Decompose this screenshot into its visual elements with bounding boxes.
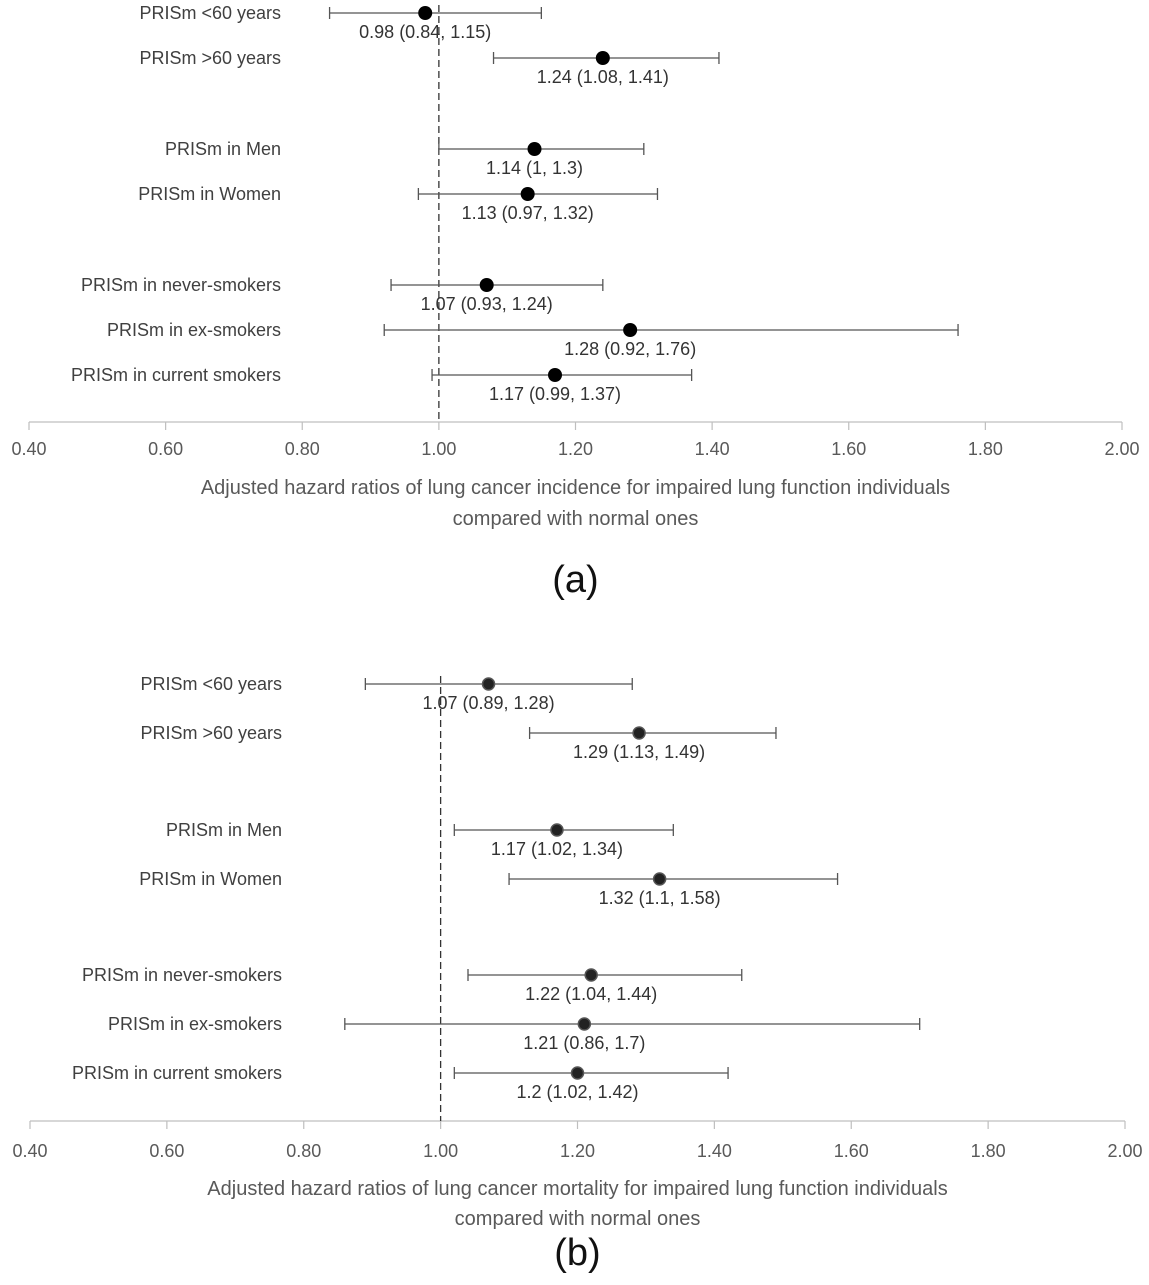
data-label: 1.32 (1.1, 1.58) [599,888,721,908]
row-label: PRISm in current smokers [71,365,281,385]
x-axis-title-line: compared with normal ones [453,508,699,530]
row-label: PRISm <60 years [139,3,281,23]
x-axis-title-line: Adjusted hazard ratios of lung cancer mo… [207,1178,947,1200]
point-estimate-marker [527,142,542,156]
data-label: 1.14 (1, 1.3) [486,158,583,178]
point-estimate-marker [548,368,563,382]
x-tick-label: 1.20 [560,1141,595,1161]
x-tick-label: 0.40 [11,439,46,459]
row-label: PRISm in Women [139,869,282,889]
row-label: PRISm >60 years [139,48,281,68]
x-tick-label: 2.00 [1107,1141,1142,1161]
x-tick-label: 0.40 [12,1141,47,1161]
row-label: PRISm in Women [138,184,281,204]
x-tick-label: 1.60 [831,439,866,459]
row-label: PRISm in never-smokers [82,965,282,985]
point-estimate-marker [652,872,667,886]
x-tick-label: 1.40 [695,439,730,459]
x-axis-title-line: compared with normal ones [455,1208,701,1230]
data-label: 1.24 (1.08, 1.41) [537,67,669,87]
data-label: 1.29 (1.13, 1.49) [573,742,705,762]
panel-label: (b) [554,1232,600,1274]
point-estimate-marker [481,677,496,691]
point-estimate-marker [623,323,638,337]
x-tick-label: 1.40 [697,1141,732,1161]
x-tick-label: 0.80 [285,439,320,459]
data-label: 1.07 (0.89, 1.28) [422,693,554,713]
data-label: 1.13 (0.97, 1.32) [462,203,594,223]
point-estimate-marker [577,1017,592,1031]
x-tick-label: 1.60 [834,1141,869,1161]
x-tick-label: 2.00 [1104,439,1139,459]
point-estimate-marker [550,823,564,837]
point-estimate-marker [632,726,646,740]
point-estimate-marker [418,6,433,20]
row-label: PRISm in current smokers [72,1063,282,1083]
data-label: 1.28 (0.92, 1.76) [564,339,696,359]
row-label: PRISm in ex-smokers [108,1014,282,1034]
x-tick-label: 0.60 [148,439,183,459]
x-tick-label: 1.00 [423,1141,458,1161]
x-tick-label: 1.80 [971,1141,1006,1161]
point-estimate-marker [479,278,494,292]
row-label: PRISm in never-smokers [81,275,281,295]
data-label: 1.22 (1.04, 1.44) [525,984,657,1004]
row-label: PRISm in Men [166,820,282,840]
data-label: 1.17 (1.02, 1.34) [491,839,623,859]
x-tick-label: 1.00 [421,439,456,459]
data-label: 1.17 (0.99, 1.37) [489,384,621,404]
point-estimate-marker [584,968,598,982]
row-label: PRISm in ex-smokers [107,320,281,340]
row-label: PRISm <60 years [140,674,282,694]
x-tick-label: 0.60 [149,1141,184,1161]
data-label: 0.98 (0.84, 1.15) [359,22,491,42]
row-label: PRISm >60 years [140,723,282,743]
point-estimate-marker [570,1066,585,1080]
data-label: 1.21 (0.86, 1.7) [523,1033,645,1053]
point-estimate-marker [595,51,610,65]
data-label: 1.2 (1.02, 1.42) [516,1082,638,1102]
x-tick-label: 1.20 [558,439,593,459]
data-label: 1.07 (0.93, 1.24) [421,294,553,314]
x-tick-label: 0.80 [286,1141,321,1161]
x-axis-title-line: Adjusted hazard ratios of lung cancer in… [201,477,950,499]
x-tick-label: 1.80 [968,439,1003,459]
row-label: PRISm in Men [165,139,281,159]
panel-label: (a) [552,559,598,601]
point-estimate-marker [520,187,535,201]
